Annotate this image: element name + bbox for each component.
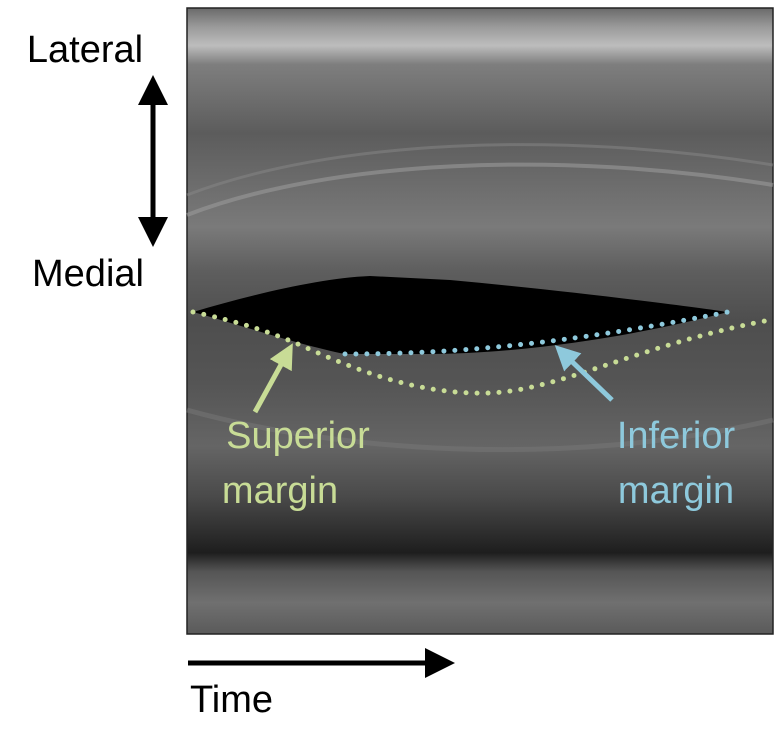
annotation-line: margin xyxy=(222,470,338,512)
annotation-line: Inferior xyxy=(617,415,736,457)
annotation-line: margin xyxy=(618,470,734,512)
time-label: Time xyxy=(190,679,273,721)
figure: Lateral Medial Time Superior margin Infe… xyxy=(0,0,775,728)
lateral-label: Lateral xyxy=(27,29,143,71)
medial-label: Medial xyxy=(32,253,144,295)
annotation-line: Superior xyxy=(226,415,370,457)
kymograph xyxy=(187,8,773,634)
